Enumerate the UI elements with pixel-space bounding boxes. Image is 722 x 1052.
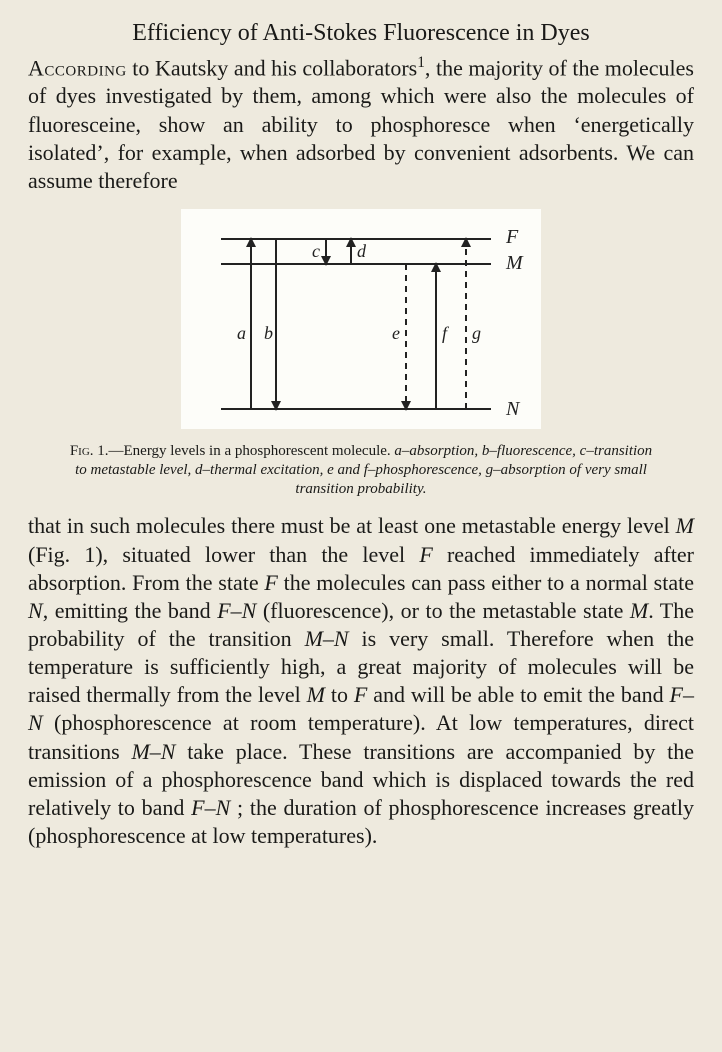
- svg-text:M: M: [505, 252, 524, 274]
- p2-N1: N: [28, 598, 43, 623]
- svg-text:F: F: [505, 226, 519, 248]
- p2-M1: M: [676, 513, 694, 538]
- svg-text:d: d: [357, 241, 367, 261]
- para1-sup: 1: [417, 54, 425, 71]
- p2-MN1: M–N: [305, 626, 349, 651]
- p2-F2: F: [264, 570, 277, 595]
- svg-text:c: c: [312, 241, 320, 261]
- para1-rest: to Kautsky and his collaborators: [127, 55, 417, 80]
- paragraph-1: According to Kautsky and his collaborato…: [28, 53, 694, 195]
- caption-body1: —Energy levels in a phosphorescent molec…: [109, 443, 395, 459]
- p2b: (Fig. 1), situated lower than the level: [28, 542, 419, 567]
- p2-FN1: F–N: [217, 598, 256, 623]
- p2-F1: F: [419, 542, 432, 567]
- p2f: (fluorescence), or to the metastable sta…: [256, 598, 630, 623]
- page-title: Efficiency of Anti-Stokes Fluorescence i…: [28, 20, 694, 47]
- p2i: to: [325, 682, 354, 707]
- p2-MN2: M–N: [131, 739, 175, 764]
- p2-M2: M: [630, 598, 648, 623]
- p2e: , emitting the band: [43, 598, 218, 623]
- svg-text:N: N: [505, 398, 521, 420]
- p2j: and will be able to emit the band: [367, 682, 669, 707]
- p2-F3: F: [354, 682, 367, 707]
- p2d: the molecules can pass either to a norma…: [278, 570, 694, 595]
- p2-FN3: F–N: [191, 795, 230, 820]
- figure-1-caption: Fig. 1.—Energy levels in a phosphorescen…: [68, 442, 654, 498]
- para1-lead: According: [28, 55, 127, 80]
- svg-text:g: g: [472, 323, 481, 343]
- p2-M3: M: [307, 682, 325, 707]
- svg-text:b: b: [264, 323, 273, 343]
- p2a: that in such molecules there must be at …: [28, 513, 676, 538]
- svg-text:a: a: [237, 323, 246, 343]
- energy-level-diagram: FMNabcdefg: [181, 209, 541, 429]
- paragraph-2: that in such molecules there must be at …: [28, 512, 694, 850]
- figure-1: FMNabcdefg: [28, 209, 694, 434]
- caption-head: Fig. 1.: [70, 443, 109, 459]
- svg-text:e: e: [392, 323, 400, 343]
